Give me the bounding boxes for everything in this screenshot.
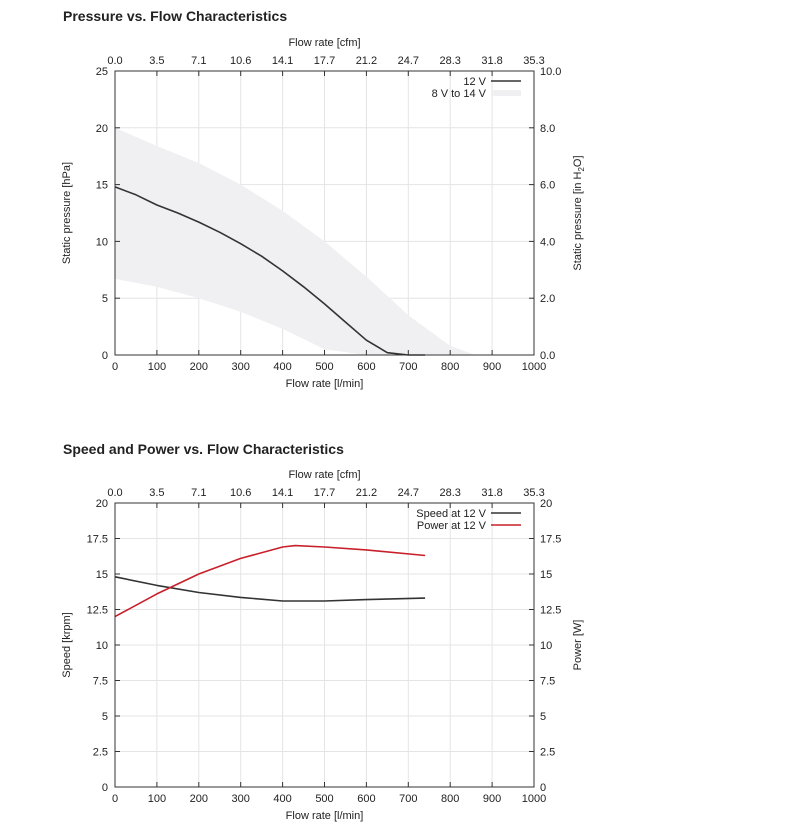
y-axis-label: Speed [krpm]: [61, 612, 73, 677]
x-tick-label: 0: [112, 361, 118, 373]
y-tick-label: 5: [102, 711, 108, 723]
y-tick-label: 0: [102, 350, 108, 362]
y2-axis-label: Power [W]: [572, 620, 584, 671]
x2-tick-label: 24.7: [398, 487, 419, 499]
x-tick-label: 200: [190, 793, 208, 805]
x2-axis-label: Flow rate [cfm]: [288, 37, 360, 49]
y2-axis-label-subscript: 2: [577, 167, 586, 172]
x-tick-label: 500: [315, 793, 333, 805]
series-line-1: [114, 544, 426, 618]
x-tick-label: 1000: [522, 793, 546, 805]
y2-tick-label: 10: [540, 640, 552, 652]
y2-tick-label: 5: [540, 711, 546, 723]
y2-tick-label: 4.0: [540, 236, 555, 248]
x-tick-label: 800: [441, 361, 459, 373]
y2-tick-label: 8.0: [540, 123, 555, 135]
x-tick-label: 1000: [522, 361, 546, 373]
x2-tick-label: 31.8: [481, 55, 502, 67]
x2-tick-label: 17.7: [314, 487, 335, 499]
x-tick-label: 900: [483, 361, 501, 373]
y-tick-label: 10: [96, 640, 108, 652]
x2-tick-label: 3.5: [149, 487, 164, 499]
x2-tick-label: 3.5: [149, 55, 164, 67]
x-axis-label: Flow rate [l/min]: [286, 810, 364, 822]
x-tick-label: 500: [315, 361, 333, 373]
legend-label-1: Power at 12 V: [417, 520, 487, 532]
y2-tick-label: 2.5: [540, 747, 555, 759]
y-tick-label: 12.5: [87, 605, 108, 617]
legend-label-0: 12 V: [463, 76, 486, 88]
y-tick-label: 25: [96, 66, 108, 78]
y2-tick-label: 10.0: [540, 66, 561, 78]
x2-tick-label: 14.1: [272, 55, 293, 67]
y-tick-label: 2.5: [93, 747, 108, 759]
x2-tick-label: 35.3: [523, 487, 544, 499]
chart-title-speed-power: Speed and Power vs. Flow Characteristics: [63, 441, 344, 457]
x-tick-label: 900: [483, 793, 501, 805]
y2-tick-label: 12.5: [540, 605, 561, 617]
y2-axis-label-part: Static pressure [in H: [572, 171, 584, 270]
x2-tick-label: 17.7: [314, 55, 335, 67]
y-tick-label: 7.5: [93, 676, 108, 688]
x2-tick-label: 35.3: [523, 55, 544, 67]
x2-tick-label: 7.1: [191, 55, 206, 67]
series-band-1: [115, 127, 476, 355]
y-tick-label: 20: [96, 123, 108, 135]
y2-tick-label: 15: [540, 569, 552, 581]
y2-tick-label: 17.5: [540, 534, 561, 546]
x-tick-label: 600: [357, 361, 375, 373]
x2-tick-label: 0.0: [107, 55, 122, 67]
y2-axis-label-part: O]: [572, 155, 584, 167]
x-tick-label: 400: [273, 793, 291, 805]
x-tick-label: 600: [357, 793, 375, 805]
x2-tick-label: 10.6: [230, 487, 251, 499]
y-tick-label: 15: [96, 569, 108, 581]
x2-tick-label: 10.6: [230, 55, 251, 67]
y2-axis-label: Static pressure [in H2O]: [572, 155, 586, 270]
x2-axis-label: Flow rate [cfm]: [288, 469, 360, 481]
x2-tick-label: 28.3: [439, 487, 460, 499]
x-tick-label: 300: [232, 793, 250, 805]
x-tick-label: 400: [273, 361, 291, 373]
x2-tick-label: 28.3: [439, 55, 460, 67]
y2-tick-label: 2.0: [540, 293, 555, 305]
x-tick-label: 800: [441, 793, 459, 805]
y2-tick-label: 0: [540, 782, 546, 794]
x-tick-label: 200: [190, 361, 208, 373]
series-line-0: [114, 576, 426, 602]
x2-tick-label: 31.8: [481, 487, 502, 499]
x-tick-label: 100: [148, 793, 166, 805]
y2-tick-label: 7.5: [540, 676, 555, 688]
y-tick-label: 15: [96, 180, 108, 192]
legend-label-1: 8 V to 14 V: [432, 88, 487, 100]
x2-tick-label: 14.1: [272, 487, 293, 499]
y-tick-label: 10: [96, 236, 108, 248]
y-tick-label: 5: [102, 293, 108, 305]
x-tick-label: 700: [399, 793, 417, 805]
x2-tick-label: 7.1: [191, 487, 206, 499]
x-tick-label: 100: [148, 361, 166, 373]
x-axis-label: Flow rate [l/min]: [286, 378, 364, 390]
x-tick-label: 700: [399, 361, 417, 373]
y-tick-label: 20: [96, 498, 108, 510]
legend-swatch-1: [491, 90, 521, 96]
x2-tick-label: 21.2: [356, 487, 377, 499]
x-tick-label: 300: [232, 361, 250, 373]
x-tick-label: 0: [112, 793, 118, 805]
y-tick-label: 0: [102, 782, 108, 794]
series-line-0: [114, 186, 426, 356]
y-tick-label: 17.5: [87, 534, 108, 546]
legend-label-0: Speed at 12 V: [416, 508, 486, 520]
y-axis-label: Static pressure [hPa]: [61, 162, 73, 264]
y2-tick-label: 6.0: [540, 180, 555, 192]
x2-tick-label: 0.0: [107, 487, 122, 499]
chart-title-pressure: Pressure vs. Flow Characteristics: [63, 8, 288, 24]
y2-tick-label: 20: [540, 498, 552, 510]
y2-tick-label: 0.0: [540, 350, 555, 362]
x2-tick-label: 21.2: [356, 55, 377, 67]
x2-tick-label: 24.7: [398, 55, 419, 67]
